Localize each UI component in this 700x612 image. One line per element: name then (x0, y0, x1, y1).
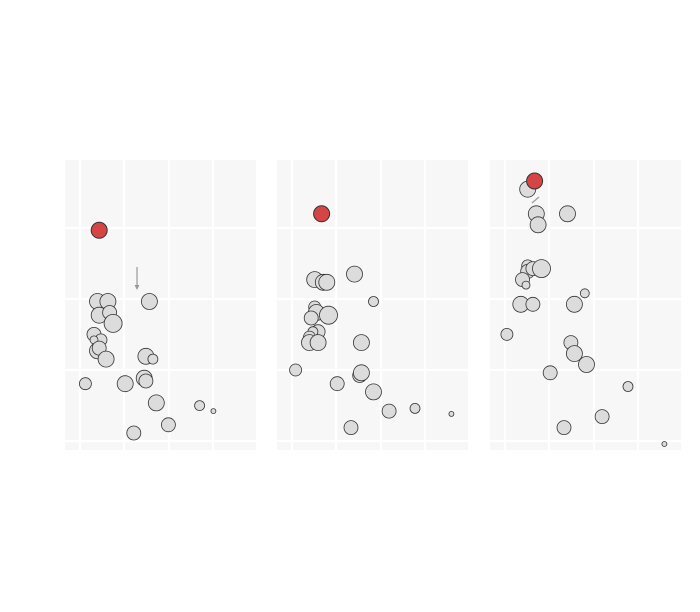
panel-1-grid (65, 160, 256, 450)
panel-1-data-point (147, 353, 159, 365)
panel-3-data-point (579, 288, 590, 299)
panel-2-data-point (365, 383, 382, 401)
panel-1-data-point (147, 394, 165, 412)
panel-2-data-point (381, 403, 397, 419)
panel-3-data-point (556, 420, 572, 436)
panel-1-data-point (79, 377, 92, 391)
panel-1-data-point (140, 293, 158, 310)
panel-3-data-point (661, 441, 668, 447)
panel-2-data-point (448, 410, 455, 417)
panel-3-data-point (566, 295, 583, 313)
panel-3-data-point (594, 409, 610, 425)
panel-3-grid (490, 160, 681, 450)
panel-3-annotation (531, 196, 540, 204)
panel-1-data-point (116, 375, 134, 393)
panel-3-points (500, 172, 668, 447)
panel-1-data-point (160, 417, 176, 433)
panel-1 (65, 160, 256, 450)
panel-3 (490, 160, 681, 450)
panel-2-data-point (409, 402, 421, 414)
panel-2-data-point (368, 296, 379, 307)
panel-1-highlight-point (90, 221, 108, 239)
panel-3-data-point (532, 259, 551, 279)
panel-3-data-point (566, 345, 583, 363)
panel-3-data-point (542, 365, 558, 381)
panel-2-data-point (303, 310, 319, 326)
panel-1-data-point (210, 408, 217, 415)
panel-2-data-point (329, 376, 345, 392)
panel-3-data-point (559, 205, 576, 223)
panel-2-data-point (343, 420, 359, 436)
panel-2-data-point (346, 265, 363, 283)
panel-1-annotation-arrow-head (134, 285, 140, 290)
panel-3-annotation-connector (531, 196, 540, 204)
panel-2-data-point (318, 273, 336, 291)
panel-1-data-point (126, 425, 142, 441)
panel-1-data-point (138, 373, 154, 389)
panel-2-highlight-point (313, 205, 331, 223)
panel-3-data-point (525, 296, 541, 312)
panel-1-data-point (194, 400, 206, 412)
panel-1-data-point (103, 313, 123, 333)
panel-3-data-point (622, 381, 634, 392)
panel-1-data-point (97, 350, 115, 368)
panel-2-data-point (352, 334, 370, 352)
panel-2 (277, 160, 468, 450)
panel-2-data-point (309, 334, 327, 352)
panel-2-data-point (319, 305, 338, 325)
panel-1-points (79, 221, 217, 441)
panel-2-data-point (352, 364, 370, 382)
panel-2-points (289, 205, 455, 436)
panel-3-data-point (500, 327, 514, 341)
panel-3-data-point (529, 216, 547, 234)
panel-3-data-point (521, 280, 531, 290)
panel-1-annotation (134, 267, 140, 290)
panel-3-highlight-point (526, 172, 544, 190)
panel-3-data-point (578, 356, 595, 373)
panel-2-data-point (289, 363, 303, 377)
